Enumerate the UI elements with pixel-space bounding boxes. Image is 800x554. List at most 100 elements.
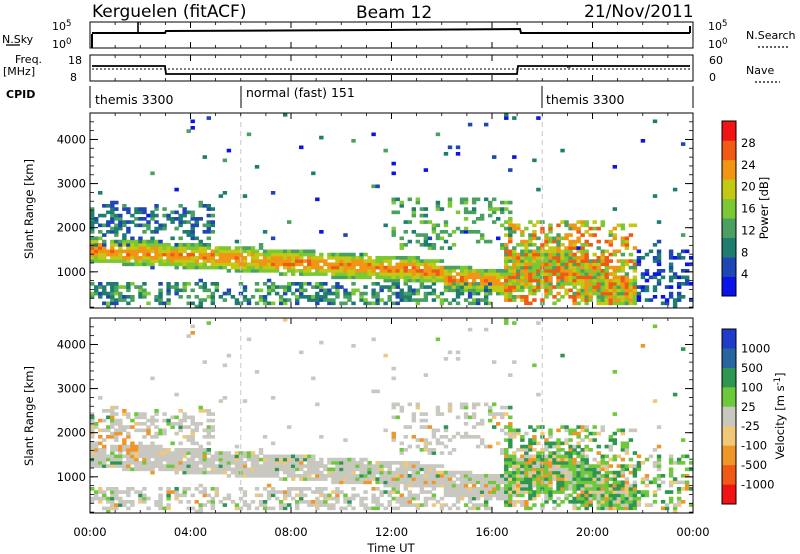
heatmap-cell [439,298,445,302]
heatmap-cell [664,506,670,511]
heatmap-cell [315,402,320,407]
heatmap-cell [475,197,481,202]
heatmap-cell [576,262,581,267]
heatmap-cell [504,457,509,462]
heatmap-cell [158,457,163,462]
heatmap-cell [431,275,437,280]
heatmap-cell [110,451,115,455]
heatmap-cell [608,239,613,244]
heatmap-cell [190,493,195,498]
heatmap-cell [471,506,477,511]
heatmap-cell [347,275,352,280]
heatmap-cell [608,435,613,439]
heatmap-cell [150,259,155,263]
heatmap-cell [588,467,593,472]
heatmap-cell [600,493,605,498]
heatmap-cell [676,291,682,296]
heatmap-cell [226,291,232,296]
heatmap-cell [246,252,252,257]
heatmap-cell [307,256,312,260]
heatmap-cell [202,252,207,257]
heatmap-cell [363,496,368,501]
heatmap-cell [134,428,139,433]
heatmap-cell [391,506,396,511]
heatmap-cell [604,291,609,296]
heatmap-cell [291,457,296,462]
heatmap-cell [234,239,240,244]
heatmap-cell [656,467,662,472]
heatmap-cell [612,295,618,299]
heatmap-cell [315,269,320,273]
heatmap-cell [214,288,220,293]
heatmap-cell [459,493,465,498]
heatmap-cell [492,282,497,286]
heatmap-cell [471,477,477,481]
time-tick-label: 04:00 [174,525,207,539]
colorbar-tick-label: -1000 [741,478,774,492]
heatmap-cell [616,500,622,504]
heatmap-cell [616,282,622,286]
heatmap-cell [343,256,348,260]
heatmap-cell [568,262,573,267]
heatmap-cell [190,265,195,270]
heatmap-cell [142,210,147,215]
heatmap-cell [110,256,115,260]
heatmap-cell [620,457,626,462]
colorbar-tick-label: 8 [741,245,748,259]
heatmap-cell [202,262,207,267]
heatmap-cell [102,301,107,306]
heatmap-cell [524,256,529,260]
heatmap-cell [371,282,376,286]
heatmap-cell [516,278,521,283]
heatmap-cell [114,239,119,244]
heatmap-cell [246,503,252,507]
heatmap-cell [508,236,513,241]
heatmap-cell [524,480,529,485]
heatmap-cell [274,265,280,270]
heatmap-cell [616,454,622,459]
heatmap-cell [295,461,300,465]
heatmap-cell [327,298,332,302]
heatmap-cell [110,487,115,491]
heatmap-cell [680,275,686,280]
heatmap-cell [544,500,549,504]
heatmap-cell [508,256,513,260]
heatmap-cell [114,438,119,442]
heatmap-cell [624,243,630,247]
heatmap-cell [379,262,384,267]
heatmap-cell [584,285,589,289]
heatmap-cell [158,252,163,257]
heatmap-cell [584,461,589,465]
heatmap-cell [371,496,376,501]
heatmap-cell [496,493,501,498]
heatmap-cell [106,509,111,514]
heatmap-cell [387,256,392,260]
heatmap-cell [492,360,497,364]
heatmap-cell [343,288,348,293]
heatmap-cell [114,223,119,228]
heatmap-cell [492,493,497,498]
heatmap-cell [552,239,557,244]
heatmap-cell [508,220,513,224]
heatmap-cell [114,448,119,452]
heatmap-cell [536,477,541,481]
heatmap-cell [258,457,264,462]
heatmap-cell [286,490,292,494]
heatmap-cell [142,422,147,426]
heatmap-cell [564,441,569,446]
heatmap-cell [234,470,240,475]
heatmap-cell [463,217,469,221]
heatmap-cell [600,298,605,302]
heatmap-cell [110,418,115,423]
heatmap-cell [504,461,509,465]
heatmap-cell [508,461,513,465]
heatmap-cell [415,298,421,302]
heatmap-cell [327,461,332,465]
heatmap-cell [391,490,396,494]
heatmap-cell [471,298,477,302]
heatmap-cell [620,239,626,244]
heatmap-cell [286,288,292,293]
heatmap-cell [126,487,131,491]
heatmap-cell [98,428,103,433]
